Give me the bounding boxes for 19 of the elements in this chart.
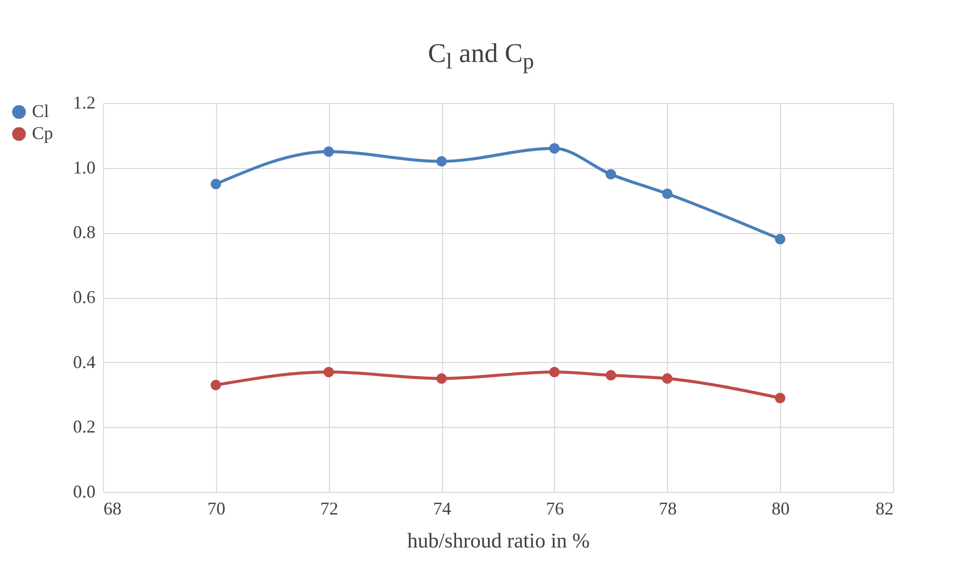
x-tick-label: 72 [320,498,338,518]
x-tick-label: 80 [772,498,790,518]
x-tick-label: 78 [658,498,677,518]
y-tick-label: 1.2 [73,92,96,112]
y-tick-label: 0.6 [73,287,96,307]
y-tick-label: 0.0 [73,482,96,502]
y-tick-label: 0.8 [73,222,96,242]
x-axis-title: hub/shroud ratio in % [407,528,590,552]
legend-label: Cl [32,101,50,121]
x-tick-label: 68 [104,498,122,518]
y-tick-label: 0.4 [73,352,96,372]
legend-label: Cp [32,123,54,143]
y-tick-label: 1.0 [73,157,96,178]
y-tick-label: 0.2 [73,416,96,437]
chart-title: C$_{l}$ and C$_{p}$ [426,37,536,76]
x-tick-label: 74 [433,498,452,518]
x-tick-label: 70 [207,498,226,518]
x-tick-label: 76 [546,498,564,518]
x-tick-label: 82 [876,498,894,518]
